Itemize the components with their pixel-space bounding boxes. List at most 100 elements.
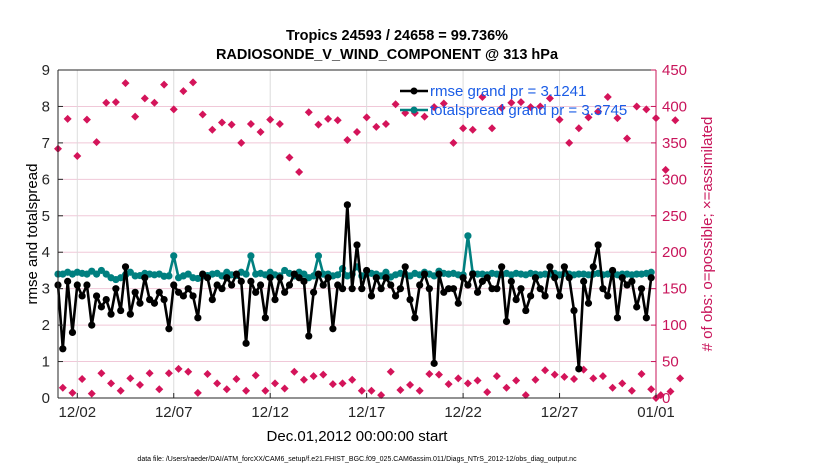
obs-marker bbox=[406, 380, 415, 389]
obs-marker bbox=[603, 92, 612, 101]
rmse-point bbox=[555, 292, 564, 300]
rmse-point bbox=[165, 325, 173, 333]
obs-marker bbox=[531, 375, 540, 384]
rmse-point bbox=[223, 274, 231, 282]
rmse-point bbox=[628, 277, 636, 285]
obs-marker bbox=[82, 115, 91, 124]
obs-marker bbox=[246, 119, 255, 128]
legend-totalspread-label: totalspread grand pr = 3.3745 bbox=[430, 102, 627, 119]
rmse-point bbox=[546, 263, 554, 271]
rmse-point bbox=[565, 274, 573, 282]
obs-marker bbox=[251, 371, 260, 380]
rmse-point bbox=[372, 274, 380, 282]
obs-marker bbox=[295, 168, 304, 177]
rmse-point bbox=[261, 314, 269, 322]
rmse-point bbox=[527, 292, 535, 300]
rmse-point bbox=[560, 263, 568, 271]
obs-marker bbox=[671, 116, 680, 125]
obs-marker bbox=[242, 386, 251, 395]
rmse-point bbox=[126, 310, 134, 318]
rmse-point bbox=[473, 288, 482, 296]
obs-marker bbox=[459, 124, 468, 133]
rmse-point bbox=[391, 292, 400, 300]
y2-tick-label: 350 bbox=[662, 135, 687, 152]
rmse-point bbox=[68, 328, 77, 336]
rmse-point bbox=[112, 285, 120, 293]
obs-marker bbox=[362, 113, 371, 122]
rmse-point bbox=[589, 263, 597, 271]
rmse-point bbox=[401, 263, 409, 271]
obs-marker bbox=[372, 122, 381, 131]
chart-title-line1: Tropics 24593 / 24658 = 99.736% bbox=[286, 28, 508, 44]
obs-marker bbox=[463, 379, 472, 388]
rmse-point bbox=[425, 285, 433, 293]
obs-marker bbox=[68, 388, 77, 397]
tick-labels: 0 1 2 3 4 5 6 7 8 9 0 50 100 150 200 250 300 350 400 450 12/… bbox=[42, 62, 687, 421]
obs-marker bbox=[285, 153, 294, 162]
rmse-series bbox=[54, 201, 655, 373]
rmse-point bbox=[469, 270, 477, 278]
rmse-point bbox=[189, 292, 197, 300]
obs-marker bbox=[536, 102, 545, 111]
obs-marker bbox=[150, 98, 159, 107]
rmse-point bbox=[121, 263, 130, 271]
rmse-point bbox=[396, 285, 405, 293]
obs-series bbox=[54, 78, 685, 402]
rmse-point bbox=[64, 277, 72, 285]
rmse-point bbox=[300, 277, 308, 285]
y2-tick-label: 200 bbox=[662, 244, 687, 261]
obs-marker bbox=[434, 370, 443, 379]
obs-marker bbox=[386, 367, 395, 376]
rmse-point bbox=[59, 345, 67, 353]
obs-marker bbox=[512, 376, 521, 385]
obs-marker bbox=[261, 386, 270, 395]
y2-tick-label: 0 bbox=[662, 390, 670, 407]
y-tick-label: 6 bbox=[42, 171, 50, 188]
x-axis-label: Dec.01,2012 00:00:00 start bbox=[267, 428, 449, 445]
obs-marker bbox=[526, 103, 535, 112]
obs-marker bbox=[391, 100, 400, 109]
rmse-point bbox=[507, 277, 515, 285]
obs-marker bbox=[107, 379, 116, 388]
obs-marker bbox=[353, 127, 361, 136]
rmse-point bbox=[584, 299, 593, 307]
obs-marker bbox=[497, 103, 506, 112]
obs-marker bbox=[367, 386, 376, 395]
rmse-point bbox=[252, 288, 260, 296]
obs-marker bbox=[232, 375, 241, 384]
rmse-point bbox=[97, 303, 106, 311]
obs-marker bbox=[92, 138, 101, 147]
obs-marker bbox=[420, 112, 429, 121]
obs-marker bbox=[488, 124, 497, 133]
rmse-point bbox=[117, 306, 125, 315]
rmse-point bbox=[599, 285, 607, 293]
rmse-point bbox=[647, 274, 655, 282]
rmse-point bbox=[309, 288, 318, 296]
obs-marker bbox=[545, 94, 554, 103]
totalspread-point bbox=[314, 252, 323, 260]
legend-rmse-label: rmse grand pr = 3.1241 bbox=[430, 83, 586, 100]
obs-marker bbox=[164, 369, 173, 378]
obs-marker bbox=[676, 374, 685, 383]
obs-marker bbox=[570, 375, 579, 384]
y-tick-label: 4 bbox=[42, 244, 50, 261]
y-tick-label: 5 bbox=[42, 208, 50, 225]
totalspread-point bbox=[464, 232, 472, 240]
rmse-point bbox=[387, 281, 395, 289]
obs-marker bbox=[483, 388, 492, 397]
obs-marker bbox=[550, 370, 559, 379]
x-tick-label: 12/22 bbox=[444, 404, 482, 421]
obs-marker bbox=[203, 369, 212, 378]
obs-marker bbox=[357, 386, 366, 395]
obs-marker bbox=[613, 114, 622, 123]
obs-marker bbox=[78, 375, 87, 384]
obs-marker bbox=[666, 387, 675, 396]
obs-marker bbox=[541, 366, 550, 375]
rmse-point bbox=[73, 281, 81, 289]
rmse-point bbox=[459, 274, 467, 282]
rmse-point bbox=[88, 321, 96, 329]
obs-marker bbox=[574, 124, 583, 133]
totalspread-point bbox=[382, 268, 390, 276]
rmse-point bbox=[83, 281, 91, 289]
